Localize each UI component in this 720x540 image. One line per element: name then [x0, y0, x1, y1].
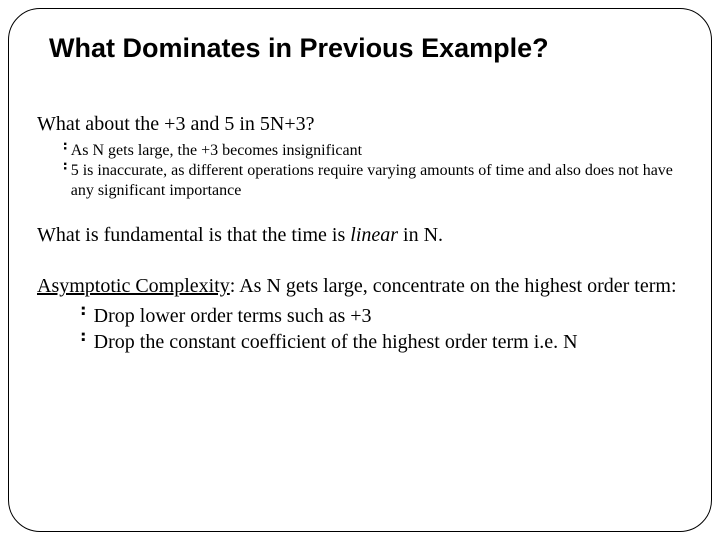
bullet-icon: ⠘: [57, 141, 69, 161]
list-item: ⠘ As N gets large, the +3 becomes insign…: [57, 141, 683, 161]
list-item-text: 5 is inaccurate, as different operations…: [71, 161, 683, 201]
spacer: [37, 252, 683, 274]
list-item: ⠘ 5 is inaccurate, as different operatio…: [57, 161, 683, 201]
bullet-icon: ⠘: [73, 329, 88, 355]
term-asymptotic-complexity: Asymptotic Complexity: [37, 275, 230, 297]
slide-title: What Dominates in Previous Example?: [49, 33, 683, 64]
list-item: ⠘ Drop lower order terms such as +3: [73, 303, 683, 329]
question-1: What about the +3 and 5 in 5N+3?: [37, 112, 683, 137]
bullet-icon: ⠘: [73, 303, 88, 329]
list-item-text: Drop the constant coefficient of the hig…: [94, 329, 683, 355]
sublist-1: ⠘ As N gets large, the +3 becomes insign…: [57, 141, 683, 201]
text-pre: What is fundamental is that the time is: [37, 224, 350, 246]
text-rest: : As N gets large, concentrate on the hi…: [230, 275, 677, 297]
sublist-2: ⠘ Drop lower order terms such as +3 ⠘ Dr…: [73, 303, 683, 355]
statement-fundamental: What is fundamental is that the time is …: [37, 223, 683, 248]
asymptotic-complexity-para: Asymptotic Complexity: As N gets large, …: [37, 274, 683, 299]
list-item: ⠘ Drop the constant coefficient of the h…: [73, 329, 683, 355]
list-item-text: As N gets large, the +3 becomes insignif…: [71, 141, 683, 161]
text-post: in N.: [398, 224, 443, 246]
bullet-icon: ⠘: [57, 161, 69, 181]
slide-body: What about the +3 and 5 in 5N+3? ⠘ As N …: [37, 112, 683, 355]
slide-frame: What Dominates in Previous Example? What…: [8, 8, 712, 532]
text-italic-linear: linear: [350, 224, 398, 246]
list-item-text: Drop lower order terms such as +3: [94, 303, 683, 329]
